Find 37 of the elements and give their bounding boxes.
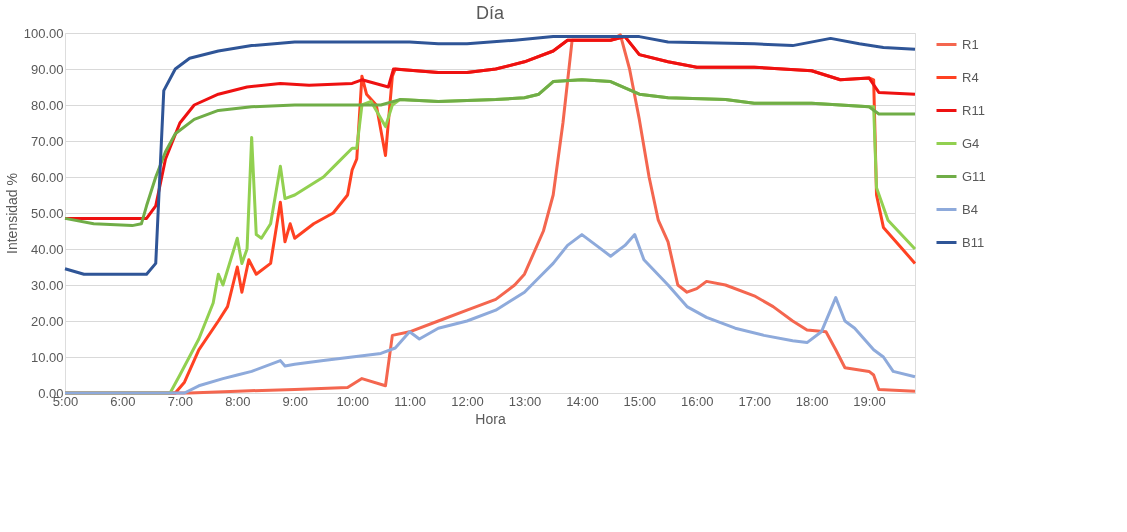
legend-label: G11: [962, 168, 986, 184]
legend-label: G4: [962, 135, 980, 151]
x-tick-label: 16:00: [680, 393, 714, 409]
legend-label: R1: [962, 36, 979, 52]
y-tick-label: 60.00: [30, 169, 64, 185]
y-tick-label: 80.00: [30, 97, 64, 113]
x-tick-label: 13:00: [508, 393, 542, 409]
y-tick-label: 10.00: [30, 349, 64, 365]
y-tick-label: 50.00: [30, 205, 64, 221]
y-tick-label: 20.00: [30, 313, 64, 329]
legend-label: R4: [962, 69, 979, 85]
legend-label: R11: [962, 102, 985, 118]
x-tick-label: 14:00: [566, 393, 599, 409]
y-tick-label: 40.00: [30, 241, 64, 257]
x-tick-label: 19:00: [853, 393, 886, 409]
x-tick-label: 12:00: [451, 393, 484, 409]
x-tick-label: 7:00: [167, 393, 194, 409]
x-tick-label: 18:00: [795, 393, 829, 409]
x-tick-label: 9:00: [282, 393, 308, 409]
x-tick-label: 8:00: [225, 393, 251, 409]
y-tick-label: 100.00: [23, 25, 64, 41]
y-tick-label: 90.00: [30, 61, 64, 77]
x-tick-label: 11:00: [394, 393, 426, 409]
legend-label: B4: [962, 201, 978, 217]
chart-title: Día: [475, 3, 505, 23]
x-tick-label: 10:00: [336, 393, 369, 409]
y-tick-label: 70.00: [30, 133, 64, 149]
x-axis-title: Hora: [475, 410, 506, 427]
y-axis-title: Intensidad %: [3, 173, 20, 254]
x-tick-label: 15:00: [623, 393, 657, 409]
line-series: [63, 233, 917, 395]
legend-label: B11: [962, 234, 985, 250]
line-series: [63, 35, 917, 276]
x-tick-label: 6:00: [110, 393, 136, 409]
line-series: [63, 78, 917, 228]
y-tick-label: 30.00: [30, 277, 64, 293]
x-tick-label: 17:00: [738, 393, 771, 409]
